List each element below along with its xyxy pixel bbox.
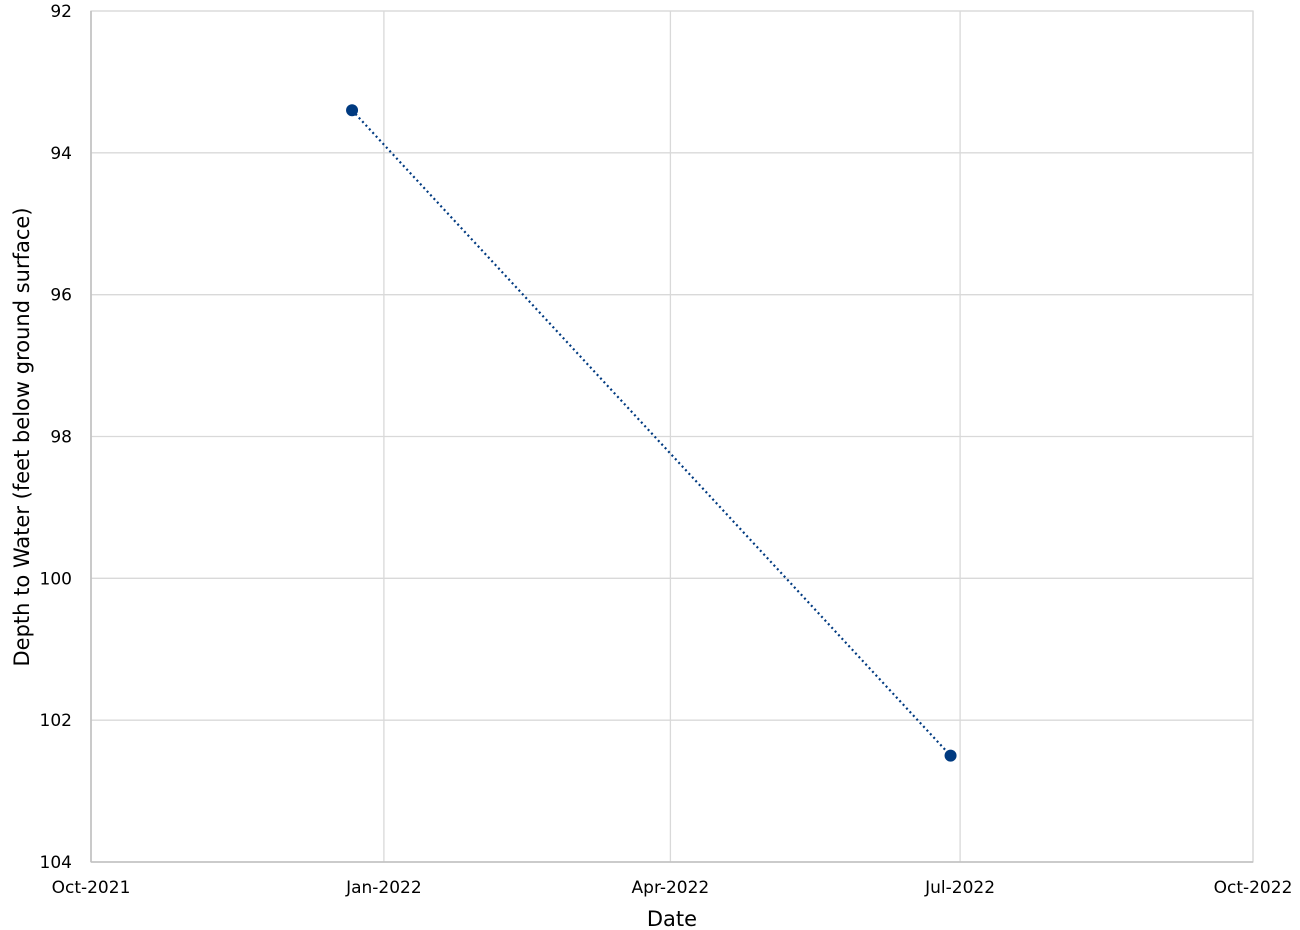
y-tick-label: 94 xyxy=(50,144,72,164)
y-tick-label: 100 xyxy=(40,569,72,589)
x-axis-title: Date xyxy=(647,907,697,930)
x-tick-label: Oct-2022 xyxy=(1214,878,1293,898)
y-tick-label: 98 xyxy=(50,428,72,448)
y-tick-label: 102 xyxy=(40,711,72,731)
axis-layer xyxy=(90,11,1253,863)
x-tick-label: Jul-2022 xyxy=(924,878,995,898)
data-point[interactable] xyxy=(944,749,957,762)
label-layer: Date Depth to Water (feet below ground s… xyxy=(10,2,1292,930)
y-tick-label: 96 xyxy=(50,286,72,306)
data-point[interactable] xyxy=(346,104,359,117)
grid-layer xyxy=(90,10,1254,863)
y-axis-title: Depth to Water (feet below ground surfac… xyxy=(10,207,34,666)
y-tick-label: 92 xyxy=(50,2,72,22)
x-tick-label: Jan-2022 xyxy=(345,878,422,898)
y-tick-label: 104 xyxy=(40,853,72,873)
series-layer xyxy=(346,104,957,762)
series-line xyxy=(351,109,952,757)
x-tick-label: Oct-2021 xyxy=(52,878,131,898)
x-tick-label: Apr-2022 xyxy=(632,878,710,898)
